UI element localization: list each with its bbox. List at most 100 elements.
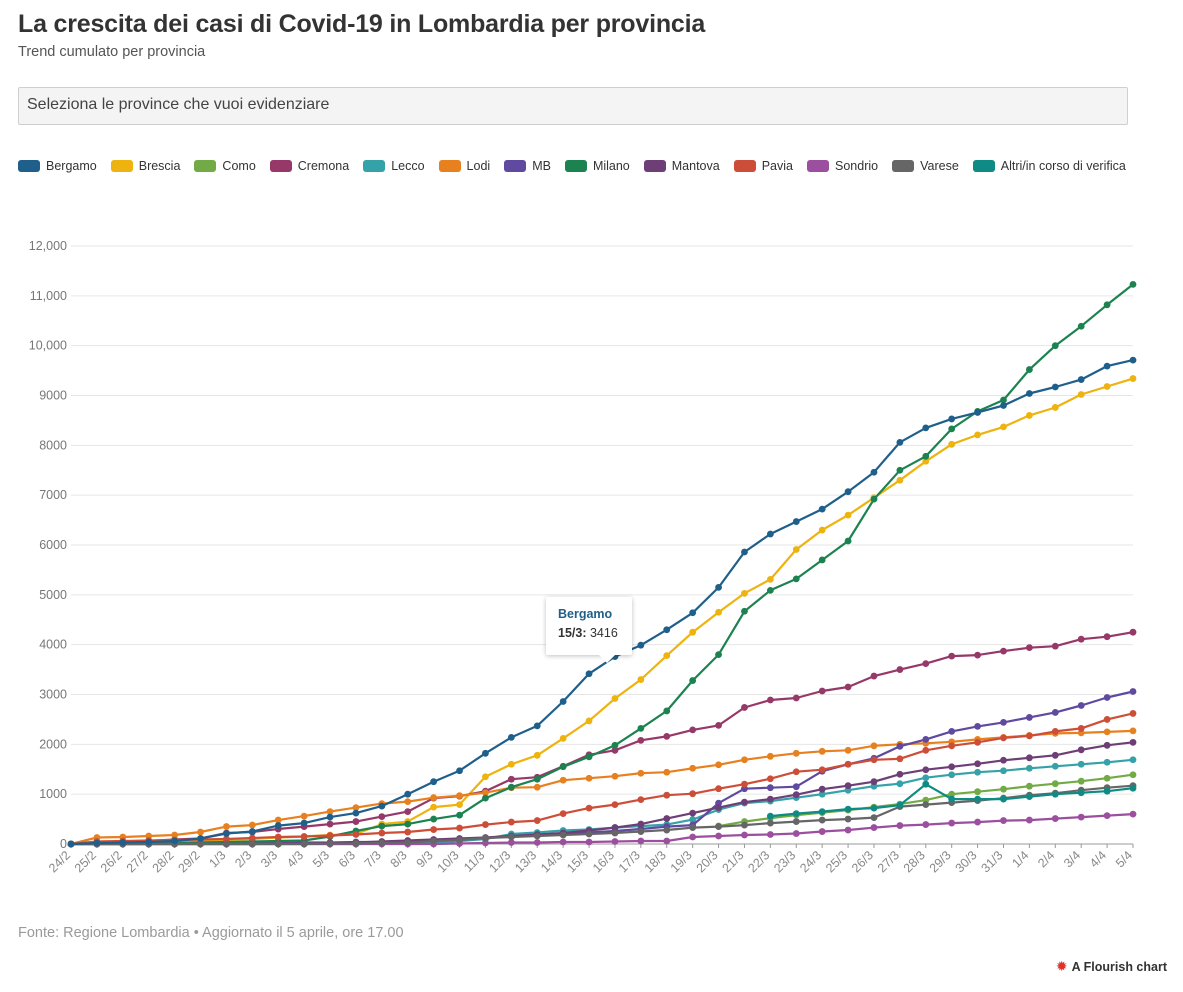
data-point [611, 746, 619, 754]
data-point [1103, 741, 1111, 749]
province-selector-input[interactable]: Seleziona le province che vuoi evidenzia… [18, 87, 1128, 125]
data-point [1025, 714, 1033, 721]
legend-item-como[interactable]: Como [194, 158, 256, 174]
data-point [922, 780, 930, 788]
data-point [663, 626, 671, 634]
legend-item-mb[interactable]: MB [504, 158, 551, 174]
data-point [430, 778, 438, 786]
legend-item-lecco[interactable]: Lecco [363, 158, 425, 174]
data-point [870, 672, 878, 680]
data-point [559, 698, 567, 705]
data-point [974, 760, 981, 768]
data-point [922, 766, 930, 774]
data-point [741, 704, 748, 711]
y-tick-label: 0 [60, 837, 67, 851]
x-tick-label: 8/3 [388, 848, 410, 870]
data-point [404, 808, 412, 816]
data-point [533, 839, 541, 846]
y-tick-label: 1000 [39, 787, 67, 801]
data-point [1051, 709, 1059, 716]
data-point [352, 809, 360, 817]
legend-swatch [110, 160, 133, 172]
series-line [71, 690, 1134, 846]
x-tick-label: 5/4 [1113, 848, 1135, 870]
data-point [352, 831, 360, 838]
x-tick-label: 31/3 [978, 848, 1005, 875]
data-point [533, 832, 541, 840]
legend-item-altri-in-corso-di-verifica[interactable]: Altri/in corso di verifica [972, 158, 1126, 174]
legend-item-pavia[interactable]: Pavia [733, 158, 793, 174]
data-point [300, 819, 308, 827]
data-point [430, 794, 438, 802]
data-point [792, 575, 800, 583]
data-point [948, 819, 956, 827]
data-point [1000, 734, 1007, 742]
x-tick-label: 24/3 [797, 848, 824, 875]
legend-item-brescia[interactable]: Brescia [110, 158, 180, 174]
data-point [741, 780, 748, 788]
data-point [870, 778, 878, 786]
data-point [482, 749, 489, 757]
legend-label: Pavia [761, 159, 793, 173]
data-point [274, 840, 282, 848]
data-point [1051, 815, 1059, 822]
legend-swatch [643, 160, 666, 172]
data-point [223, 840, 230, 848]
y-tick-label: 9000 [39, 389, 67, 403]
data-point [1077, 789, 1085, 797]
data-point [93, 839, 101, 847]
flourish-branding-link[interactable]: ✹ A Flourish chart [1056, 958, 1167, 975]
data-point [637, 676, 645, 683]
legend-item-mantova[interactable]: Mantova [643, 158, 720, 174]
series-line [70, 712, 1134, 846]
data-point [326, 808, 334, 816]
legend-label: Varese [920, 159, 959, 173]
data-point [818, 790, 826, 798]
legend-item-milano[interactable]: Milano [564, 158, 630, 174]
data-point [818, 766, 826, 774]
data-point [663, 707, 671, 715]
legend-item-varese[interactable]: Varese [892, 158, 959, 174]
x-tick-label: 27/2 [124, 848, 151, 875]
data-point [1000, 719, 1007, 726]
data-point [715, 823, 722, 830]
x-tick-label: 4/3 [284, 848, 306, 870]
series-line [71, 283, 1134, 846]
data-point [715, 721, 722, 729]
legend-item-sondrio[interactable]: Sondrio [807, 158, 878, 174]
data-point [792, 810, 800, 818]
data-point [689, 809, 697, 817]
data-point [689, 833, 697, 841]
data-point [870, 804, 878, 812]
legend-swatch [807, 160, 829, 172]
data-point [248, 840, 256, 848]
legend-label: Bergamo [46, 159, 97, 173]
tooltip-value-row: 15/3: 3416 [558, 626, 620, 640]
data-point [948, 415, 956, 423]
data-point [637, 820, 645, 828]
data-point [741, 589, 748, 597]
data-point [922, 424, 930, 432]
data-point [1129, 628, 1137, 636]
data-point [1077, 724, 1085, 732]
data-point [533, 722, 541, 730]
data-point [974, 722, 981, 730]
legend-item-bergamo[interactable]: Bergamo [18, 158, 97, 174]
y-tick-label: 12,000 [29, 239, 67, 253]
data-point [1051, 642, 1059, 650]
legend-item-cremona[interactable]: Cremona [269, 158, 349, 174]
data-point [766, 696, 774, 704]
data-point [430, 803, 438, 811]
x-tick-label: 22/3 [745, 848, 772, 875]
data-point [456, 767, 463, 775]
data-point [818, 526, 826, 534]
data-point [870, 495, 878, 503]
legend-item-lodi[interactable]: Lodi [438, 158, 490, 174]
legend-swatch [972, 160, 995, 172]
data-point [1129, 710, 1137, 717]
data-point [1129, 356, 1137, 364]
data-point [1129, 738, 1137, 746]
data-point [844, 683, 852, 691]
y-tick-label: 5000 [39, 588, 67, 602]
